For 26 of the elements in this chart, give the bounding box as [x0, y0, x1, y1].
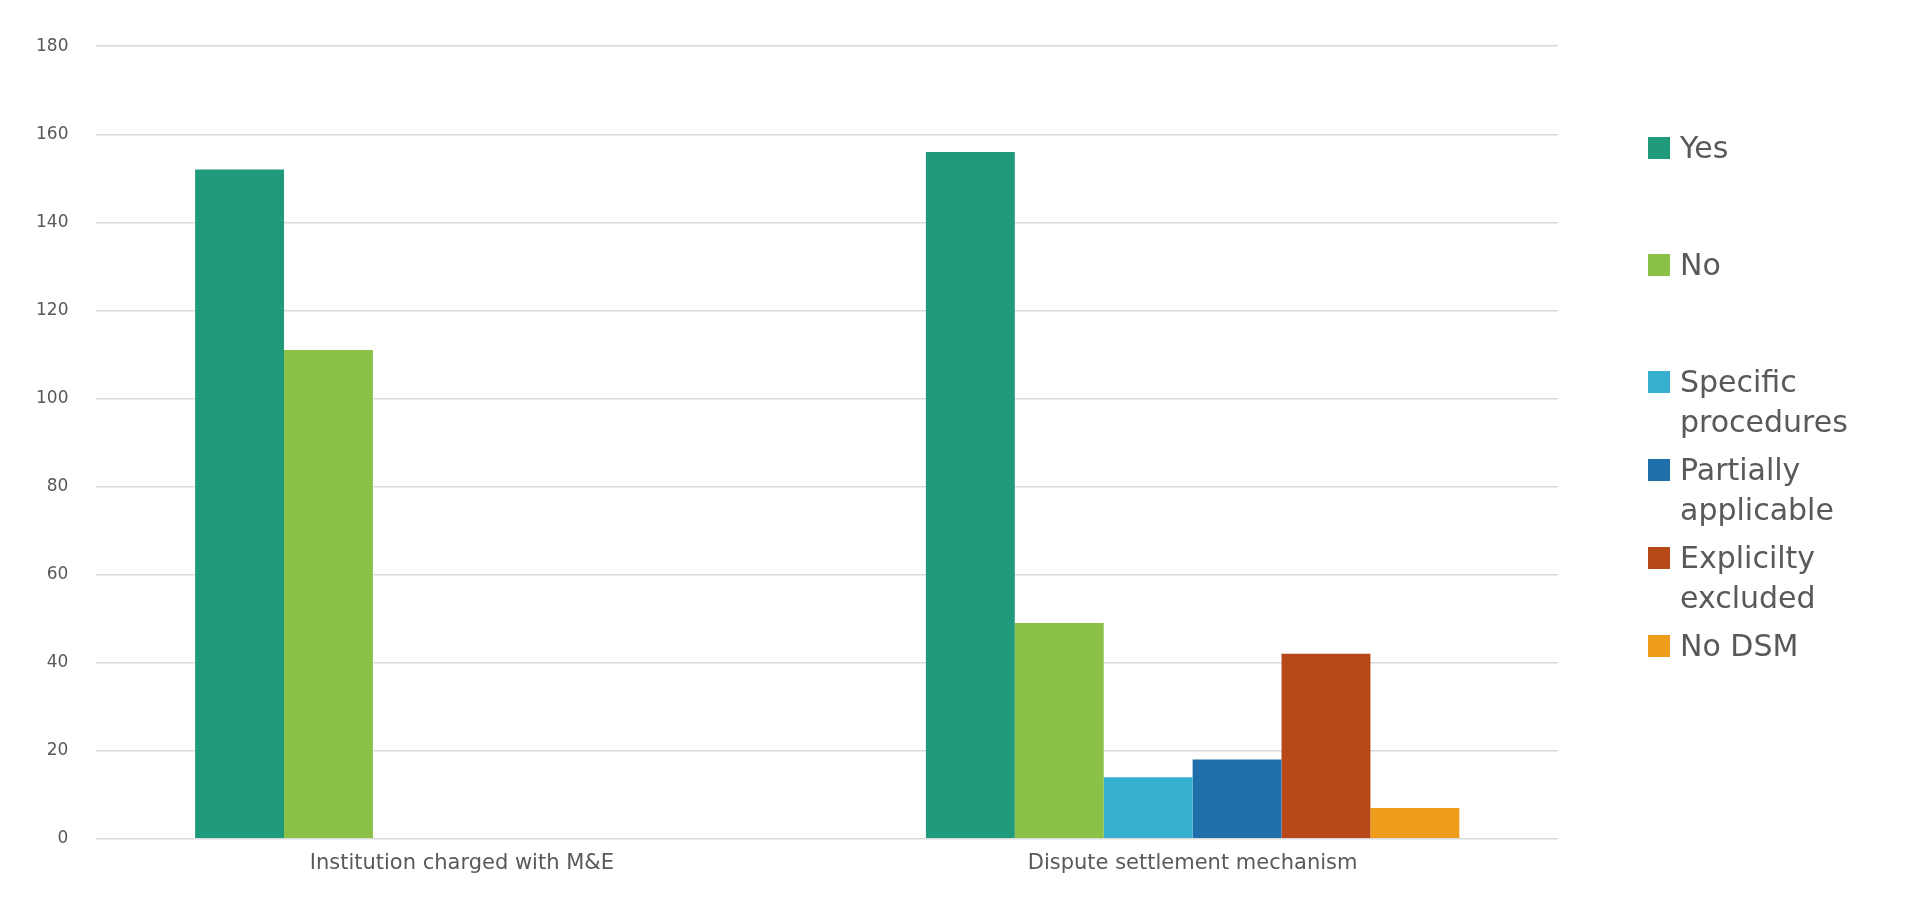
- y-tick-label: 180: [35, 34, 69, 55]
- y-tick-label: 160: [35, 122, 69, 143]
- x-tick-label: Dispute settlement mechanism: [1027, 849, 1358, 874]
- y-tick-label: 20: [46, 739, 69, 760]
- y-tick-label: 80: [46, 474, 69, 495]
- legend-label: Explicilty excluded: [1680, 539, 1817, 617]
- y-tick-label: 40: [46, 651, 69, 672]
- bar: [1192, 759, 1282, 839]
- legend-label: No DSM: [1680, 627, 1799, 665]
- legend-label: Specific procedures: [1680, 363, 1849, 441]
- legend-label: Partially applicable: [1680, 451, 1835, 529]
- bar: [1014, 623, 1104, 839]
- bar: [925, 151, 1015, 839]
- y-tick-label: 120: [35, 298, 69, 319]
- y-tick-label: 140: [35, 210, 69, 231]
- bar: [1370, 807, 1460, 839]
- y-tick-label: 0: [57, 827, 69, 848]
- y-tick-label: 60: [46, 563, 69, 584]
- x-tick-label: Institution charged with M&E: [309, 849, 614, 874]
- bar: [1281, 653, 1371, 839]
- y-tick-label: 100: [35, 386, 69, 407]
- bar: [195, 169, 285, 839]
- bar: [1103, 777, 1193, 839]
- bar: [284, 350, 373, 839]
- legend-label: No: [1680, 246, 1721, 284]
- legend-label: Yes: [1680, 129, 1729, 167]
